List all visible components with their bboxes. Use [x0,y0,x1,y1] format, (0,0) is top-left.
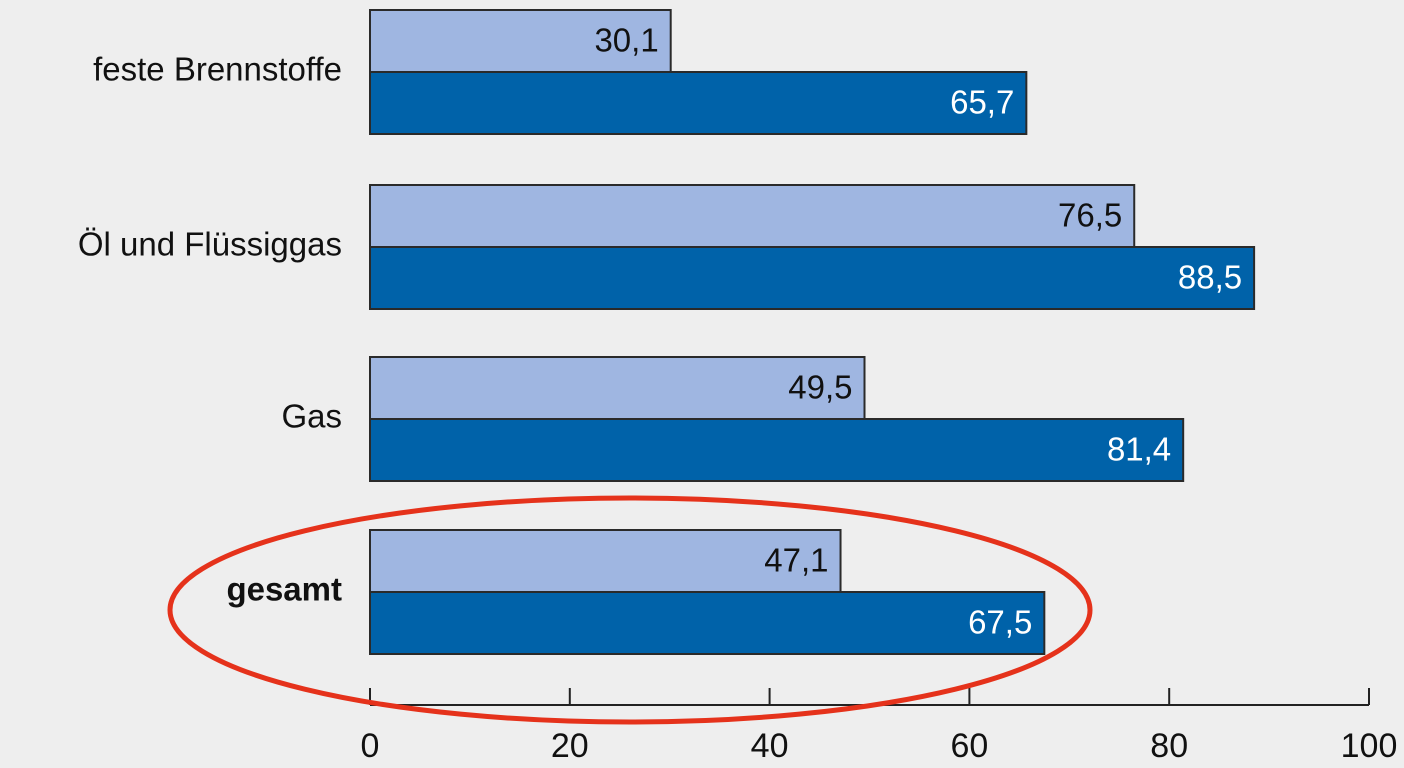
bar [369,184,1136,248]
value-label: 76,5 [1058,197,1122,234]
category-label: gesamt [226,571,342,608]
x-tick-label: 60 [950,727,988,765]
value-label: 49,5 [788,369,852,406]
x-tick-label: 40 [751,727,789,765]
value-label: 65,7 [950,84,1014,121]
value-label: 47,1 [764,542,828,579]
value-label: 30,1 [594,22,658,59]
x-tick-label: 0 [361,727,380,765]
x-tick-label: 20 [551,727,589,765]
highlight-ellipse [167,495,1093,725]
x-tick-label: 100 [1341,727,1398,765]
x-tick-label: 80 [1150,727,1188,765]
bar [369,246,1256,310]
bar [369,418,1185,482]
category-label: Gas [281,398,342,435]
bar [369,71,1028,135]
bar [369,9,672,73]
value-label: 67,5 [968,604,1032,641]
value-label: 88,5 [1178,259,1242,296]
value-label: 81,4 [1107,431,1171,468]
bar [369,529,842,593]
bar [369,356,866,420]
bar [369,591,1046,655]
category-label: Öl und Flüssiggas [78,226,342,263]
category-label: feste Brennstoffe [93,51,342,88]
